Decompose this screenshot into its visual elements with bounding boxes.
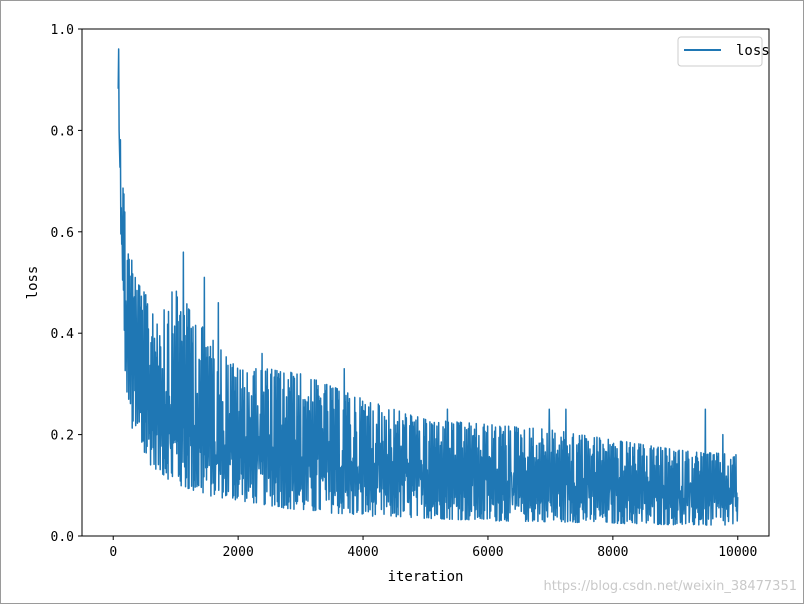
y-axis-label: loss xyxy=(25,266,41,300)
y-tick-label: 1.0 xyxy=(51,23,74,38)
x-axis-label: iteration xyxy=(388,569,464,585)
x-tick-label: 10000 xyxy=(718,545,757,560)
axes-frame xyxy=(81,28,770,537)
series-layer xyxy=(117,48,739,526)
x-ticks: 0 2000 4000 6000 8000 10000 xyxy=(109,536,757,560)
legend-box xyxy=(677,36,763,67)
legend: loss xyxy=(677,36,770,67)
y-tick-label: 0.4 xyxy=(51,327,75,342)
y-tick-label: 0.2 xyxy=(51,429,74,444)
x-tick-label: 2000 xyxy=(222,545,253,560)
y-tick-label: 0.0 xyxy=(51,530,74,545)
x-tick-label: 6000 xyxy=(472,545,503,560)
y-tick-label: 0.6 xyxy=(51,226,74,241)
series-line-loss xyxy=(117,48,739,526)
x-tick-label: 8000 xyxy=(597,545,628,560)
x-tick-label: 4000 xyxy=(347,545,378,560)
watermark: https://blog.csdn.net/weixin_38477351 xyxy=(543,579,797,594)
y-ticks: 0.0 0.2 0.4 0.6 0.8 1.0 xyxy=(51,23,82,545)
x-tick-label: 0 xyxy=(109,545,117,560)
y-tick-label: 0.8 xyxy=(51,124,74,139)
legend-label-loss: loss xyxy=(736,43,770,59)
